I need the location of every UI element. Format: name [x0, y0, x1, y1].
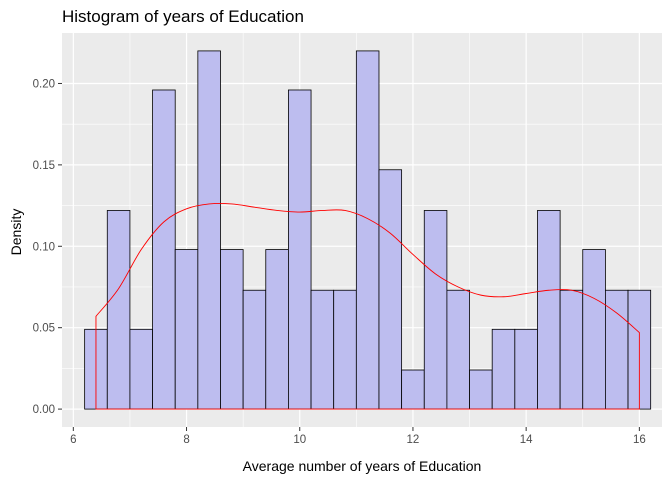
histogram-bar [582, 249, 606, 410]
histogram-bar [106, 210, 131, 410]
histogram-bar [242, 289, 267, 410]
histogram-bar [355, 50, 380, 410]
x-tick-label: 6 [70, 434, 76, 446]
chart-title: Histogram of years of Education [62, 7, 304, 26]
x-tick-label: 8 [183, 434, 189, 446]
density-curve-layer [95, 202, 640, 410]
histogram-bar [559, 289, 584, 410]
histogram-bar [423, 210, 448, 410]
histogram-bar [310, 289, 335, 410]
histogram-bar [537, 210, 561, 410]
histogram-bar [491, 328, 516, 410]
x-tick-label: 14 [520, 434, 533, 446]
histogram-bar [129, 328, 153, 410]
histogram-bar [446, 289, 470, 410]
x-tick-label: 10 [293, 434, 306, 446]
histogram-bar [469, 369, 493, 410]
histogram-bar [174, 249, 199, 410]
histogram-bar [604, 289, 629, 410]
histogram-bar [401, 369, 425, 410]
histogram-bar [197, 50, 221, 410]
histogram-bar [220, 249, 244, 410]
y-axis: 0.00 0.05 0.10 0.15 0.20 [33, 78, 62, 416]
x-tick-label: 16 [633, 434, 646, 446]
density-curve [95, 202, 640, 410]
y-axis-title: Density [8, 209, 24, 256]
histogram-bar [514, 328, 538, 410]
y-tick-label: 0.20 [33, 78, 55, 90]
y-tick-label: 0.10 [33, 241, 55, 253]
histogram-bar [333, 289, 357, 410]
y-tick-label: 0.15 [33, 160, 55, 172]
y-tick-label: 0.05 [33, 323, 55, 335]
y-tick-label: 0.00 [33, 404, 55, 416]
x-tick-label: 12 [407, 434, 420, 446]
histogram-bar [378, 169, 403, 410]
x-axis: 6 8 10 12 14 16 [70, 427, 646, 446]
histogram-bar [288, 89, 312, 410]
histogram-bar [152, 89, 176, 410]
x-axis-title: Average number of years of Education [243, 458, 482, 474]
histogram-bars [84, 50, 652, 410]
histogram-bar [265, 249, 289, 410]
